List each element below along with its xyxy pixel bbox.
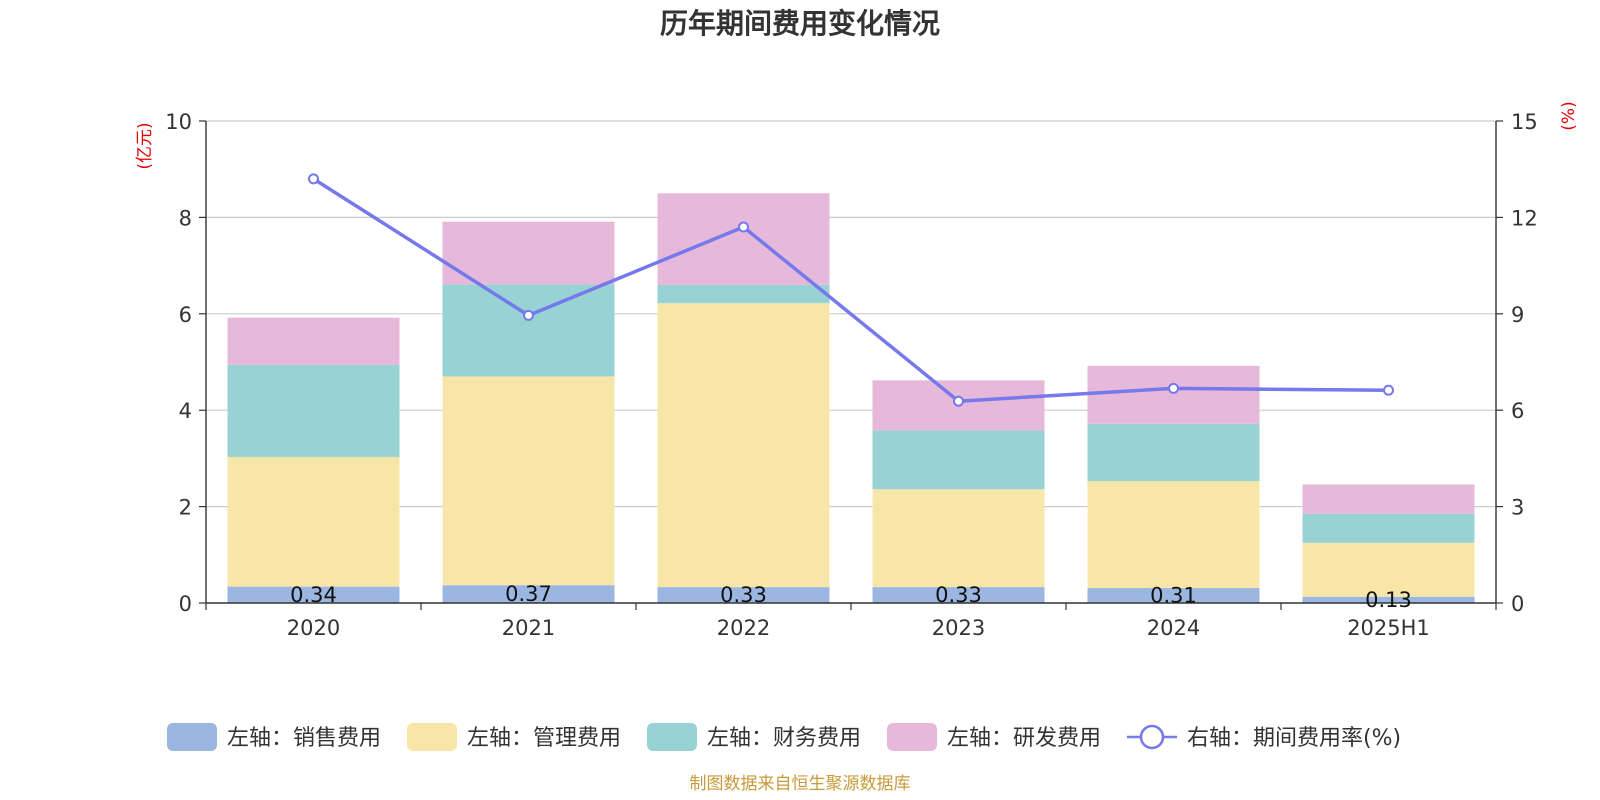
bar-segment (657, 284, 830, 304)
x-tick-label: 2021 (502, 616, 555, 640)
bar-segment (227, 317, 400, 365)
bar-segment (1087, 588, 1260, 603)
right-tick-label: 9 (1511, 303, 1524, 327)
x-tick-label: 2023 (932, 616, 985, 640)
source-note: 制图数据来自恒生聚源数据库 (690, 774, 911, 794)
bars (227, 193, 1475, 603)
legend-label: 左轴：销售费用 (227, 726, 381, 751)
legend-swatch (167, 723, 217, 751)
legend-label: 左轴：财务费用 (707, 726, 861, 751)
rate-line (308, 173, 1394, 407)
bar-segment (227, 586, 400, 603)
rate-point (953, 395, 964, 407)
data-label: 0.33 (935, 583, 982, 607)
rate-point (1168, 382, 1179, 394)
bar-segment (1302, 484, 1475, 514)
bar-segment (1302, 513, 1475, 543)
bar-segment (442, 284, 615, 377)
bar-segment (1302, 542, 1475, 597)
bar-segment (1087, 481, 1260, 589)
data-label: 0.37 (505, 582, 552, 606)
data-label: 0.34 (290, 583, 337, 607)
rate-point (1383, 384, 1394, 396)
left-tick-label: 8 (179, 206, 192, 230)
bar-segment (657, 193, 830, 285)
right-axis-unit: (%) (1559, 101, 1579, 130)
legend-label: 左轴：研发费用 (947, 726, 1101, 751)
bar-segment (442, 585, 615, 603)
chart-title: 历年期间费用变化情况 (660, 7, 940, 40)
bar-segment (227, 364, 400, 457)
right-tick-label: 3 (1511, 496, 1524, 520)
rate-point (738, 221, 749, 233)
left-tick-label: 0 (179, 592, 192, 616)
data-label: 0.13 (1365, 588, 1412, 612)
legend: 左轴：销售费用 左轴：管理费用 左轴：财务费用 左轴：研发费用 右轴：期间费用率(%) (167, 723, 1401, 751)
legend-marker (1139, 724, 1165, 750)
left-axis-unit: (亿元) (135, 122, 155, 169)
data-label: 0.33 (720, 583, 767, 607)
bar-segment (1087, 365, 1260, 424)
left-tick-label: 10 (165, 110, 192, 134)
legend-label: 左轴：管理费用 (467, 726, 621, 751)
axes: 0 0 2 3 4 6 6 9 8 12 10 15 2020 2021 2022 2023 2024 2025H… (165, 110, 1537, 640)
right-tick-label: 0 (1511, 592, 1524, 616)
bar-segment (872, 430, 1045, 490)
legend-label: 右轴：期间费用率(%) (1187, 726, 1401, 751)
right-tick-label: 6 (1511, 399, 1524, 423)
left-tick-label: 6 (179, 303, 192, 327)
x-tick-label: 2022 (717, 616, 770, 640)
bar-segment (1087, 423, 1260, 482)
rate-line-path (312, 177, 1389, 403)
left-tick-label: 4 (179, 399, 192, 423)
bar-segment (872, 489, 1045, 588)
rate-point (523, 309, 534, 321)
data-label: 0.31 (1150, 584, 1197, 608)
bar-segment (657, 303, 830, 588)
legend-swatch (647, 723, 697, 751)
rate-point (308, 173, 319, 185)
bar-segment (872, 587, 1045, 603)
right-tick-label: 12 (1511, 206, 1538, 230)
x-tick-label: 2020 (287, 616, 340, 640)
x-tick-label: 2025H1 (1347, 616, 1430, 640)
bar-segment (1302, 596, 1475, 603)
bar-segment (442, 221, 615, 285)
data-labels: 0.34 0.37 0.33 0.33 0.31 0.13 (290, 582, 1412, 612)
x-tick-label: 2024 (1147, 616, 1200, 640)
bar-segment (227, 456, 400, 587)
left-tick-label: 2 (179, 496, 192, 520)
bar-segment (442, 376, 615, 586)
bar-segment (657, 587, 830, 603)
legend-swatch (887, 723, 937, 751)
right-tick-label: 15 (1511, 110, 1538, 134)
legend-swatch (407, 723, 457, 751)
